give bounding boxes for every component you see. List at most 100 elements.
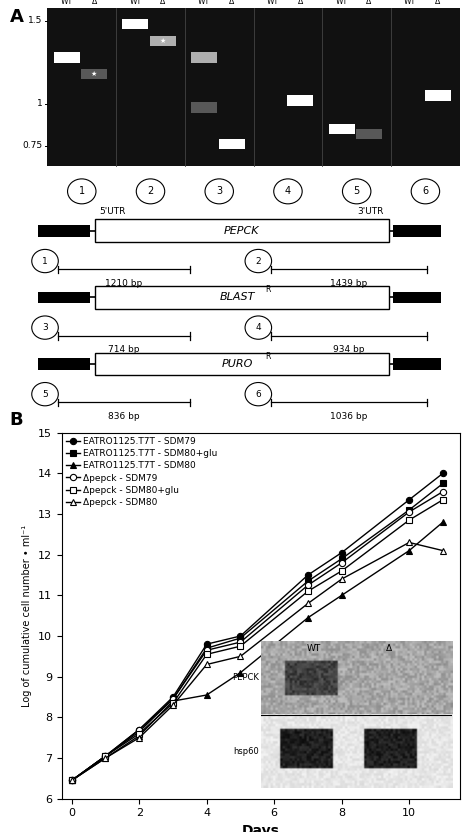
Text: 1: 1 [37, 100, 43, 108]
Text: 934 bp: 934 bp [333, 345, 365, 354]
X-axis label: Days: Days [242, 824, 280, 832]
Bar [95, 220, 389, 242]
Line: EATRO1125.T7T - SDM80: EATRO1125.T7T - SDM80 [69, 519, 446, 784]
Text: ★: ★ [338, 126, 345, 132]
Text: 836 bp: 836 bp [108, 412, 139, 421]
Bar [122, 19, 148, 29]
Text: R: R [265, 285, 271, 295]
Δpepck - SDM80+glu [69, 775, 74, 785]
Text: Δ: Δ [229, 0, 234, 6]
Line: Δpepck - SDM79: Δpepck - SDM79 [69, 488, 446, 784]
Bar [38, 291, 90, 303]
Δpepck - SDM80+glu [406, 515, 412, 525]
EATRO1125.T7T - SDM80+glu [204, 643, 210, 653]
EATRO1125.T7T - SDM79 [305, 570, 311, 580]
Text: WT: WT [61, 0, 73, 6]
Δpepck - SDM80 [237, 651, 243, 661]
Bar [38, 225, 90, 236]
Δpepck - SDM80 [305, 598, 311, 608]
Bar [54, 52, 80, 62]
Line: Δpepck - SDM80: Δpepck - SDM80 [69, 539, 446, 784]
Text: Δ: Δ [435, 0, 440, 6]
EATRO1125.T7T - SDM80 [204, 690, 210, 700]
EATRO1125.T7T - SDM80+glu [137, 726, 142, 736]
Bar [356, 129, 382, 139]
Text: R: R [265, 352, 271, 361]
Δpepck - SDM80 [170, 701, 176, 711]
EATRO1125.T7T - SDM79 [170, 692, 176, 702]
EATRO1125.T7T - SDM80+glu [440, 478, 446, 488]
EATRO1125.T7T - SDM80+glu [170, 694, 176, 704]
Text: WT: WT [336, 0, 347, 6]
Δpepck - SDM80+glu [103, 751, 109, 761]
Text: A: A [9, 8, 23, 27]
Text: 1439 bp: 1439 bp [330, 279, 367, 288]
Text: WT: WT [267, 0, 279, 6]
Bar [38, 358, 90, 369]
Bar [393, 291, 441, 303]
Bar [328, 124, 355, 134]
Text: 1210 bp: 1210 bp [105, 279, 142, 288]
Δpepck - SDM80 [440, 546, 446, 556]
Text: Δ: Δ [366, 0, 372, 6]
Δpepck - SDM80+glu [440, 495, 446, 505]
Text: 6: 6 [255, 389, 261, 399]
Bar [393, 358, 441, 369]
Text: 4: 4 [255, 323, 261, 332]
EATRO1125.T7T - SDM80 [69, 775, 74, 785]
Text: WT: WT [198, 0, 210, 6]
Δpepck - SDM80 [339, 574, 345, 584]
Text: 714 bp: 714 bp [108, 345, 139, 354]
EATRO1125.T7T - SDM80 [137, 730, 142, 740]
Text: PEPCK: PEPCK [224, 225, 259, 236]
Bar [95, 286, 389, 309]
Δpepck - SDM80+glu [237, 641, 243, 651]
EATRO1125.T7T - SDM79 [237, 631, 243, 641]
Bar [47, 8, 460, 166]
Line: EATRO1125.T7T - SDM80+glu: EATRO1125.T7T - SDM80+glu [69, 480, 446, 784]
EATRO1125.T7T - SDM79 [69, 775, 74, 785]
Text: Δ: Δ [91, 0, 97, 6]
EATRO1125.T7T - SDM80 [339, 591, 345, 601]
Bar [191, 52, 217, 62]
Δpepck - SDM80+glu [305, 587, 311, 597]
Y-axis label: Log of cumulative cell number • ml⁻¹: Log of cumulative cell number • ml⁻¹ [22, 525, 32, 706]
EATRO1125.T7T - SDM79 [339, 547, 345, 557]
Δpepck - SDM80 [137, 733, 142, 743]
Δpepck - SDM79 [103, 751, 109, 761]
EATRO1125.T7T - SDM79 [204, 639, 210, 649]
Text: 3: 3 [216, 186, 222, 196]
Text: BLAST: BLAST [219, 292, 255, 303]
Text: Δ: Δ [160, 0, 165, 6]
Text: B: B [10, 411, 24, 429]
EATRO1125.T7T - SDM80+glu [103, 751, 109, 761]
Bar [219, 139, 245, 149]
Text: ★: ★ [435, 92, 441, 99]
Bar [191, 102, 217, 112]
Text: 5: 5 [42, 389, 48, 399]
Δpepck - SDM80 [204, 660, 210, 670]
Δpepck - SDM80 [406, 537, 412, 547]
EATRO1125.T7T - SDM80 [237, 667, 243, 677]
Text: 3: 3 [42, 323, 48, 332]
Text: ★: ★ [297, 97, 303, 104]
Text: 5'UTR: 5'UTR [100, 207, 126, 216]
Δpepck - SDM79 [170, 694, 176, 704]
Bar [393, 225, 441, 236]
EATRO1125.T7T - SDM80 [305, 612, 311, 622]
EATRO1125.T7T - SDM80+glu [406, 505, 412, 515]
Bar [425, 91, 451, 101]
EATRO1125.T7T - SDM79 [103, 751, 109, 761]
Δpepck - SDM80+glu [137, 729, 142, 739]
Line: EATRO1125.T7T - SDM79: EATRO1125.T7T - SDM79 [69, 470, 446, 784]
EATRO1125.T7T - SDM79 [440, 468, 446, 478]
Δpepck - SDM80+glu [204, 649, 210, 659]
EATRO1125.T7T - SDM80 [170, 696, 176, 706]
Legend: EATRO1125.T7T - SDM79, EATRO1125.T7T - SDM80+glu, EATRO1125.T7T - SDM80, Δpepck : EATRO1125.T7T - SDM79, EATRO1125.T7T - S… [64, 435, 219, 508]
Text: 1.5: 1.5 [28, 17, 43, 25]
EATRO1125.T7T - SDM80+glu [339, 554, 345, 564]
Text: WT: WT [404, 0, 416, 6]
Text: 0.75: 0.75 [23, 141, 43, 150]
EATRO1125.T7T - SDM80+glu [237, 633, 243, 643]
Bar [95, 353, 389, 375]
